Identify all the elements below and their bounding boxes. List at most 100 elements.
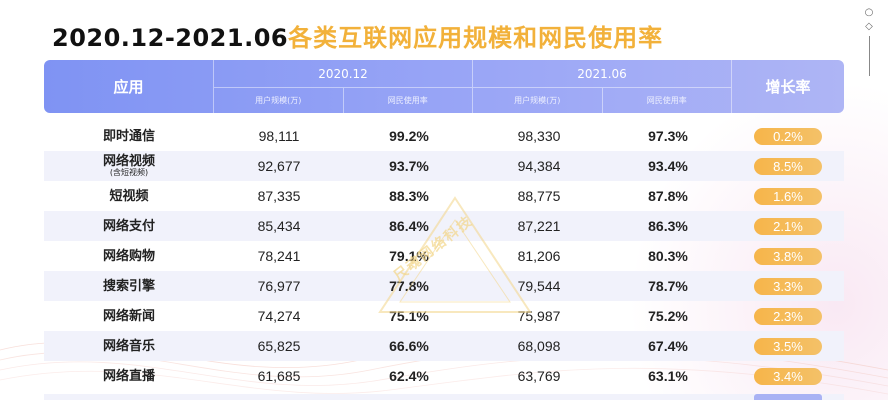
cell-rate-2021-06: 67.4% <box>648 338 688 354</box>
cell-users-2020-12: 78,241 <box>257 248 301 264</box>
cell-rate-2021-06: 93.4% <box>648 158 688 174</box>
cell-rate-2021-06: 75.2% <box>648 308 688 324</box>
cell-users-2020-12: 98,111 <box>258 128 300 144</box>
cell-rate-2021-06: 87.8% <box>648 188 688 204</box>
cell-rate-2021-06: 63.1% <box>648 368 688 384</box>
growth-badge: 3.5% <box>754 337 822 355</box>
growth-badge: 3.8% <box>754 247 822 265</box>
header-rate-label: 网民使用率 <box>342 88 473 113</box>
header-users-label: 用户规模(万) <box>514 96 561 105</box>
cell-rate-2020-12: 77.8% <box>389 278 429 294</box>
cell-users-2021-06: 81,206 <box>517 248 561 264</box>
next-row-pill-partial <box>754 394 822 400</box>
header-group-2020-12: 2020.12 用户规模(万) 网民使用率 <box>214 60 473 113</box>
cell-rate-2020-12: 66.6% <box>389 338 429 354</box>
cell-growth: 1.6% <box>732 181 844 211</box>
growth-badge: 2.3% <box>754 307 822 325</box>
cell-rate-2020-12: 99.2% <box>389 128 429 144</box>
cell-users-2020-12: 85,434 <box>257 218 301 234</box>
circle-icon: ○ <box>864 7 874 18</box>
app-name: 网络新闻 <box>102 308 155 324</box>
cell-users-2021-06: 94,384 <box>517 158 561 174</box>
cell-users-2021-06: 79,544 <box>517 278 561 294</box>
decor-line <box>868 36 870 76</box>
diamond-icon: ◇ <box>865 21 873 32</box>
cell-app: 网络视频 (含短视频) <box>44 151 214 181</box>
cell-rate-2021-06: 86.3% <box>648 218 688 234</box>
cell-growth: 3.4% <box>732 361 844 391</box>
cell-growth: 0.2% <box>732 121 844 151</box>
growth-badge: 8.5% <box>754 157 822 175</box>
cell-app: 短视频 <box>44 181 214 211</box>
table-body: 即时通信 98,111 99.2% 98,330 97.3% 0.2% 网络视频 (含短视频)… <box>44 121 844 391</box>
cell-rate-2021-06: 78.7% <box>648 278 688 294</box>
table-row: 搜索引擎 76,977 77.8% 79,544 78.7% 3.3% <box>44 271 844 301</box>
growth-badge: 2.1% <box>754 217 822 235</box>
table-row: 短视频 87,335 88.3% 88,775 87.8% 1.6% <box>44 181 844 211</box>
table-row: 网络音乐 65,825 66.6% 68,098 67.4% 3.5% <box>44 331 844 361</box>
header-users-label: 用户规模(万) <box>255 96 302 105</box>
cell-rate-2020-12: 86.4% <box>389 218 429 234</box>
cell-growth: 2.1% <box>732 211 844 241</box>
table-row: 网络新闻 74,274 75.1% 75,987 75.2% 2.3% <box>44 301 844 331</box>
table-row: 网络支付 85,434 86.4% 87,221 86.3% 2.1% <box>44 211 844 241</box>
growth-badge: 1.6% <box>754 187 822 205</box>
cell-users-2020-12: 87,335 <box>257 188 301 204</box>
cell-users-2021-06: 87,221 <box>517 218 561 234</box>
header-rate-label: 网民使用率 <box>601 88 732 113</box>
header-app: 应用 <box>44 60 214 113</box>
app-name: 即时通信 <box>102 128 155 144</box>
cell-users-2020-12: 92,677 <box>257 158 301 174</box>
cell-users-2021-06: 63,769 <box>517 368 561 384</box>
app-name: 网络支付 <box>102 218 155 234</box>
cell-app: 即时通信 <box>44 121 214 151</box>
app-name: 短视频 <box>109 188 149 204</box>
cell-growth: 3.8% <box>732 241 844 271</box>
cell-users-2021-06: 75,987 <box>517 308 561 324</box>
app-name: 搜索引擎 <box>102 278 155 294</box>
next-row-partial <box>44 394 844 400</box>
cell-users-2021-06: 88,775 <box>517 188 561 204</box>
app-name: 网络视频 <box>102 153 155 169</box>
cell-growth: 8.5% <box>732 151 844 181</box>
table-row: 即时通信 98,111 99.2% 98,330 97.3% 0.2% <box>44 121 844 151</box>
app-name: 网络音乐 <box>102 338 155 354</box>
cell-rate-2020-12: 93.7% <box>389 158 429 174</box>
cell-rate-2021-06: 97.3% <box>648 128 688 144</box>
app-sublabel: (含短视频) <box>109 167 149 177</box>
cell-app: 网络购物 <box>44 241 214 271</box>
cell-users-2020-12: 61,685 <box>257 368 301 384</box>
cell-rate-2020-12: 88.3% <box>389 188 429 204</box>
cell-rate-2021-06: 80.3% <box>648 248 688 264</box>
cell-growth: 3.3% <box>732 271 844 301</box>
cell-users-2020-12: 74,274 <box>257 308 301 324</box>
table-row: 网络直播 61,685 62.4% 63,769 63.1% 3.4% <box>44 361 844 391</box>
header-period-label: 2021.06 <box>473 60 731 88</box>
cell-rate-2020-12: 75.1% <box>389 308 429 324</box>
cell-users-2020-12: 65,825 <box>257 338 301 354</box>
table-row: 网络购物 78,241 79.1% 81,206 80.3% 3.8% <box>44 241 844 271</box>
header-group-2021-06: 2021.06 用户规模(万) 网民使用率 <box>473 60 732 113</box>
cell-users-2021-06: 68,098 <box>517 338 561 354</box>
cell-users-2021-06: 98,330 <box>517 128 561 144</box>
cell-rate-2020-12: 62.4% <box>389 368 429 384</box>
cell-growth: 3.5% <box>732 331 844 361</box>
growth-badge: 3.4% <box>754 367 822 385</box>
growth-badge: 3.3% <box>754 277 822 295</box>
cell-app: 网络新闻 <box>44 301 214 331</box>
app-name: 网络直播 <box>102 368 155 384</box>
growth-badge: 0.2% <box>754 127 822 145</box>
data-table: 应用 2020.12 用户规模(万) 网民使用率 2021.06 用户规模(万)… <box>44 60 844 391</box>
table-row: 网络视频 (含短视频) 92,677 93.7% 94,384 93.4% 8.5% <box>44 151 844 181</box>
header-growth: 增长率 <box>765 78 811 96</box>
cell-app: 网络音乐 <box>44 331 214 361</box>
cell-users-2020-12: 76,977 <box>257 278 301 294</box>
cell-app: 网络支付 <box>44 211 214 241</box>
page-title: 2020.12-2021.06 各类互联网应用规模和网民使用率 <box>52 18 663 52</box>
cell-app: 搜索引擎 <box>44 271 214 301</box>
title-text: 各类互联网应用规模和网民使用率 <box>288 24 664 52</box>
cell-app: 网络直播 <box>44 361 214 391</box>
cell-rate-2020-12: 79.1% <box>389 248 429 264</box>
header-period-label: 2020.12 <box>214 60 472 88</box>
table-header: 应用 2020.12 用户规模(万) 网民使用率 2021.06 用户规模(万)… <box>44 60 844 113</box>
